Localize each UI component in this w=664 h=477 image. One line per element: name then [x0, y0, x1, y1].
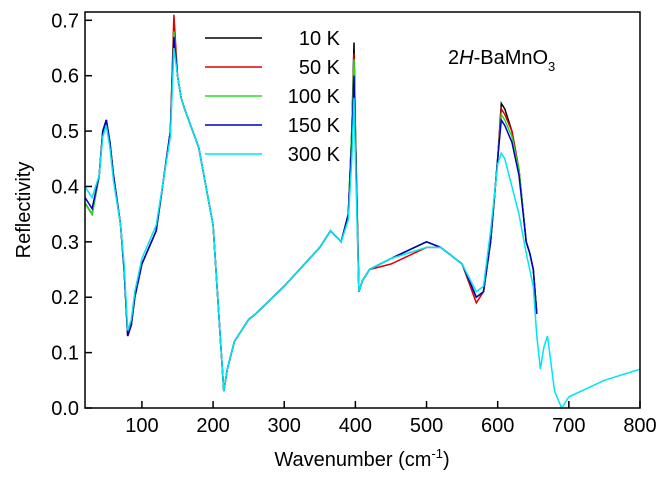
x-label-end: )	[443, 449, 450, 471]
x-label-text: Wavenumber (cm	[274, 449, 431, 471]
legend-label: 300 K	[288, 144, 341, 166]
legend-label: 50 K	[299, 57, 341, 79]
ann-h: H	[459, 47, 474, 69]
legend-label: 10 K	[299, 28, 341, 50]
x-tick-label: 400	[339, 415, 372, 437]
series-line	[84, 25, 538, 392]
series-line	[84, 47, 641, 410]
y-tick-label: 0.7	[51, 10, 79, 32]
y-tick-label: 0.1	[51, 343, 79, 365]
y-tick-label: 0.3	[51, 232, 79, 254]
y-axis-label: Reflectivity	[13, 162, 35, 259]
ann-2: 2	[448, 47, 459, 69]
x-label-sup: -1	[431, 446, 443, 461]
legend-label: 150 K	[288, 115, 341, 137]
x-tick-label: 600	[481, 415, 514, 437]
x-tick-label: 500	[410, 415, 443, 437]
ann-formula: -BaMnO	[474, 47, 548, 69]
legend-label: 100 K	[288, 86, 341, 108]
y-tick-label: 0.4	[51, 176, 79, 198]
y-tick-label: 0.0	[51, 398, 79, 420]
y-tick-label: 0.2	[51, 287, 79, 309]
x-tick-label: 800	[623, 415, 656, 437]
x-tick-label: 300	[268, 415, 301, 437]
x-tick-label: 200	[196, 415, 229, 437]
x-axis-label: Wavenumber (cm-1)	[274, 446, 449, 471]
x-tick-label: 100	[125, 415, 158, 437]
ann-sub: 3	[548, 59, 555, 74]
y-tick-label: 0.6	[51, 66, 79, 88]
y-tick-label: 0.5	[51, 121, 79, 143]
x-tick-label: 700	[552, 415, 585, 437]
annotation: 2H-BaMnO3	[448, 47, 555, 74]
plot-frame	[84, 11, 641, 409]
